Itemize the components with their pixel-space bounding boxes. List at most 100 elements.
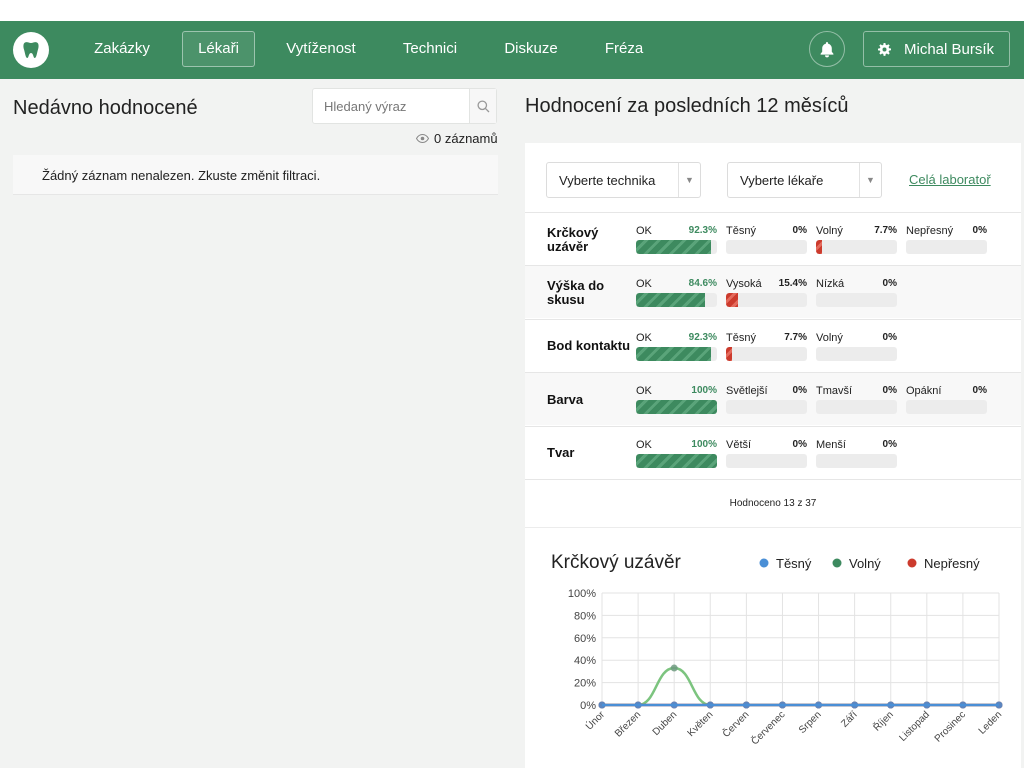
- search-button[interactable]: [469, 89, 496, 123]
- rating-stat-percent: 0%: [792, 225, 807, 236]
- x-tick-label: Listopad: [897, 709, 932, 744]
- ratings-panel: Hodnocení za posledních 12 měsíců Vybert…: [512, 79, 1024, 768]
- rating-stat-percent: 0%: [882, 385, 897, 397]
- notifications-button[interactable]: [809, 31, 845, 67]
- progress-fill: [636, 346, 711, 361]
- line-chart: Krčkový uzávěr Těsný Volný Nepřesný 0% 20% 40%…: [551, 552, 1004, 747]
- search-input[interactable]: [313, 89, 469, 123]
- rating-stat-percent: 0%: [972, 225, 987, 236]
- rating-stat-header: Opákní 0%: [906, 384, 987, 398]
- rating-stat: OK 92.3%: [636, 224, 717, 254]
- whole-lab-link[interactable]: Celá laboratoř: [909, 172, 991, 187]
- rating-stat-name: Nepřesný: [906, 225, 954, 237]
- rating-stat-name: Těsný: [726, 225, 756, 237]
- progress-track: [636, 346, 717, 361]
- ratings-card: Vyberte technika ▼ Vyberte lékaře ▼ Celá…: [525, 143, 1021, 527]
- rating-stat-percent: 0%: [882, 278, 897, 290]
- y-tick-label: 80%: [574, 610, 596, 622]
- rating-stat-name: OK: [636, 438, 652, 451]
- y-tick-label: 0%: [580, 700, 596, 712]
- rating-row-label: Tvar: [547, 445, 575, 461]
- rating-stat: OK 92.3%: [636, 331, 717, 361]
- x-tick-label: Březen: [613, 709, 643, 739]
- chart-card: Krčkový uzávěr Těsný Volný Nepřesný 0% 20% 40%…: [525, 527, 1021, 768]
- logo[interactable]: [13, 32, 49, 68]
- legend-label: Volný: [849, 556, 881, 571]
- rating-stat-name: Volný: [816, 225, 843, 237]
- x-tick-label: Říjen: [870, 708, 896, 734]
- rating-stat-name: Těsný: [726, 331, 756, 344]
- x-tick-label: Prosinec: [933, 709, 968, 744]
- rating-stat: Nepřesný 0%: [906, 224, 987, 254]
- chart-title: Krčkový uzávěr: [551, 552, 682, 573]
- data-point: [742, 701, 750, 709]
- rating-stat-header: OK 92.3%: [636, 224, 717, 238]
- rating-stat-header: OK 100%: [636, 384, 717, 398]
- rating-stat: Volný 7.7%: [816, 224, 897, 254]
- rating-stat-percent: 0%: [792, 385, 807, 397]
- x-tick-label: Září: [839, 709, 860, 730]
- rating-stat-name: Tmavší: [816, 385, 853, 398]
- rating-row-label: Výška do skusu: [547, 277, 605, 307]
- nav-vytizenost[interactable]: Vytíženost: [286, 40, 356, 57]
- rating-stat-header: Světlejší 0%: [726, 384, 807, 398]
- search-box: [312, 88, 497, 124]
- rating-stat-header: Volný 7.7%: [816, 224, 897, 238]
- progress-track: [726, 453, 807, 468]
- data-point: [815, 701, 823, 709]
- legend-label: Nepřesný: [924, 556, 980, 571]
- data-point: [598, 701, 606, 709]
- nav-technici[interactable]: Technici: [402, 40, 458, 57]
- rating-stat: Volný 0%: [816, 331, 897, 361]
- nav-freza[interactable]: Fréza: [604, 40, 644, 57]
- rating-stat: Těsný 7.7%: [726, 331, 807, 361]
- progress-fill: [726, 346, 733, 361]
- rating-row: Krčkový uzávěr OK 92.3% Těsný 0% Volný 7.7% Nep…: [525, 212, 1021, 265]
- nav-zakazky[interactable]: Zakázky: [94, 40, 150, 57]
- rating-stat-header: Tmavší 0%: [816, 384, 897, 398]
- nav-diskuze[interactable]: Diskuze: [504, 40, 558, 57]
- recent-panel: Nedávno hodnocené 0 záznamů Žádný záznam…: [0, 79, 512, 768]
- rating-stat-header: OK 84.6%: [636, 277, 717, 291]
- rating-stat-percent: 0%: [882, 331, 897, 343]
- rating-row-label: Bod kontaktu: [547, 338, 631, 354]
- progress-track: [636, 453, 717, 468]
- rating-stat: Nízká 0%: [816, 277, 897, 308]
- user-menu-button[interactable]: Michal Bursík: [863, 31, 1010, 67]
- rating-stat-percent: 92.3%: [688, 331, 717, 343]
- legend-label: Těsný: [776, 556, 812, 571]
- nav-lekari[interactable]: Lékaři: [182, 31, 255, 67]
- rating-stat-header: Nepřesný 0%: [906, 224, 987, 238]
- data-point: [995, 701, 1003, 709]
- rating-stat-percent: 92.3%: [688, 225, 717, 236]
- data-point: [923, 701, 931, 709]
- ratings-title: Hodnocení za posledních 12 měsíců: [525, 95, 849, 117]
- rating-stat: OK 84.6%: [636, 277, 717, 308]
- progress-track: [726, 346, 807, 361]
- rating-stat: Menší 0%: [816, 438, 897, 468]
- bell-icon: [820, 41, 834, 57]
- progress-track: [636, 400, 717, 415]
- progress-fill: [636, 240, 711, 254]
- legend-dot: [759, 558, 769, 568]
- rating-stat-percent: 100%: [691, 385, 717, 397]
- records-count-text: 0 záznamů: [434, 131, 498, 146]
- rating-stat-name: OK: [636, 331, 652, 344]
- rating-stat: Opákní 0%: [906, 384, 987, 415]
- progress-track: [816, 453, 897, 468]
- progress-track: [816, 240, 897, 254]
- doctor-select[interactable]: Vyberte lékaře ▼: [727, 162, 882, 198]
- rating-stat-header: Volný 0%: [816, 331, 897, 345]
- technician-select[interactable]: Vyberte technika ▼: [546, 162, 701, 198]
- data-point: [634, 701, 642, 709]
- progress-track: [636, 240, 717, 254]
- rating-stat-percent: 7.7%: [784, 331, 807, 343]
- progress-track: [726, 400, 807, 415]
- progress-track: [906, 400, 987, 415]
- data-point: [778, 701, 786, 709]
- progress-track: [636, 293, 717, 308]
- rating-row: Výška do skusu OK 84.6% Vysoká 15.4% Nízká 0%: [525, 265, 1021, 319]
- rating-stat-name: OK: [636, 225, 652, 237]
- rating-stat: Tmavší 0%: [816, 384, 897, 415]
- rating-stat-header: Těsný 7.7%: [726, 331, 807, 345]
